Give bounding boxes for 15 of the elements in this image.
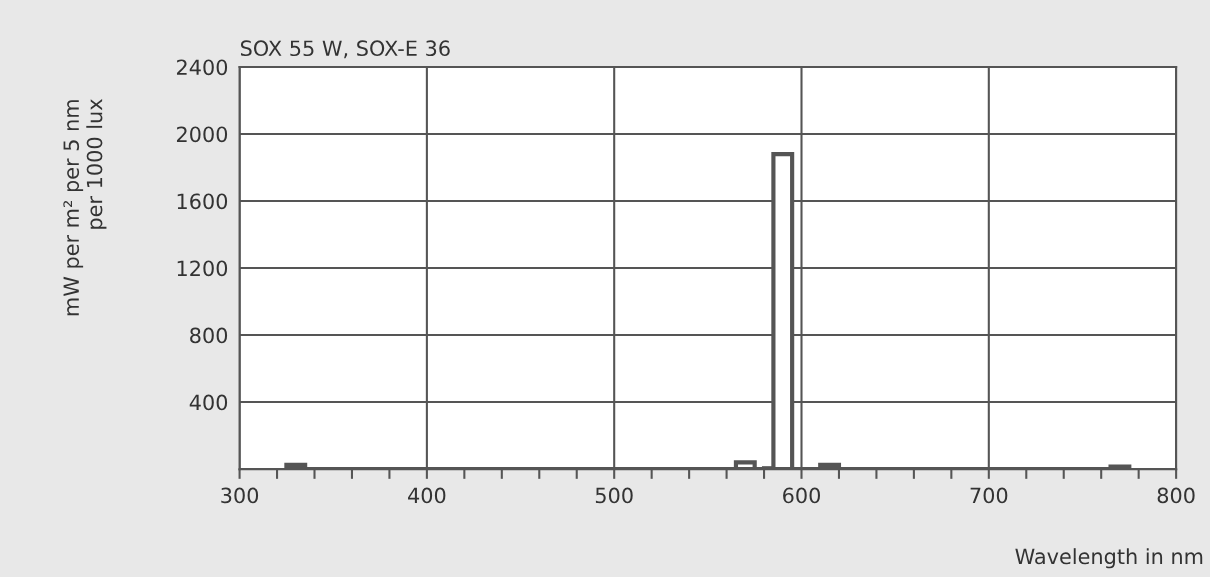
y-tick-label: 2000 — [176, 126, 228, 143]
x-tick-label: 600 — [783, 487, 820, 504]
x-axis-title: Wavelength in nm — [1015, 548, 1203, 569]
x-tick-label: 700 — [970, 487, 1008, 504]
y-axis-title: mW per m² per 5 nm per 1000 lux — [63, 99, 107, 316]
x-tick-label: 800 — [1157, 487, 1195, 504]
y-tick-label: 800 — [190, 327, 228, 344]
y-tick-label: 400 — [189, 394, 228, 411]
y-tick-label: 2400 — [176, 59, 228, 76]
y-tick-label: 1200 — [177, 260, 228, 277]
x-tick-label: 300 — [221, 487, 259, 504]
x-tick-label: 500 — [595, 487, 633, 504]
y-tick-label: 1600 — [177, 193, 228, 210]
x-tick-label: 400 — [408, 487, 446, 504]
chart-title: SOX 55 W, SOX-E 36 — [240, 40, 450, 59]
